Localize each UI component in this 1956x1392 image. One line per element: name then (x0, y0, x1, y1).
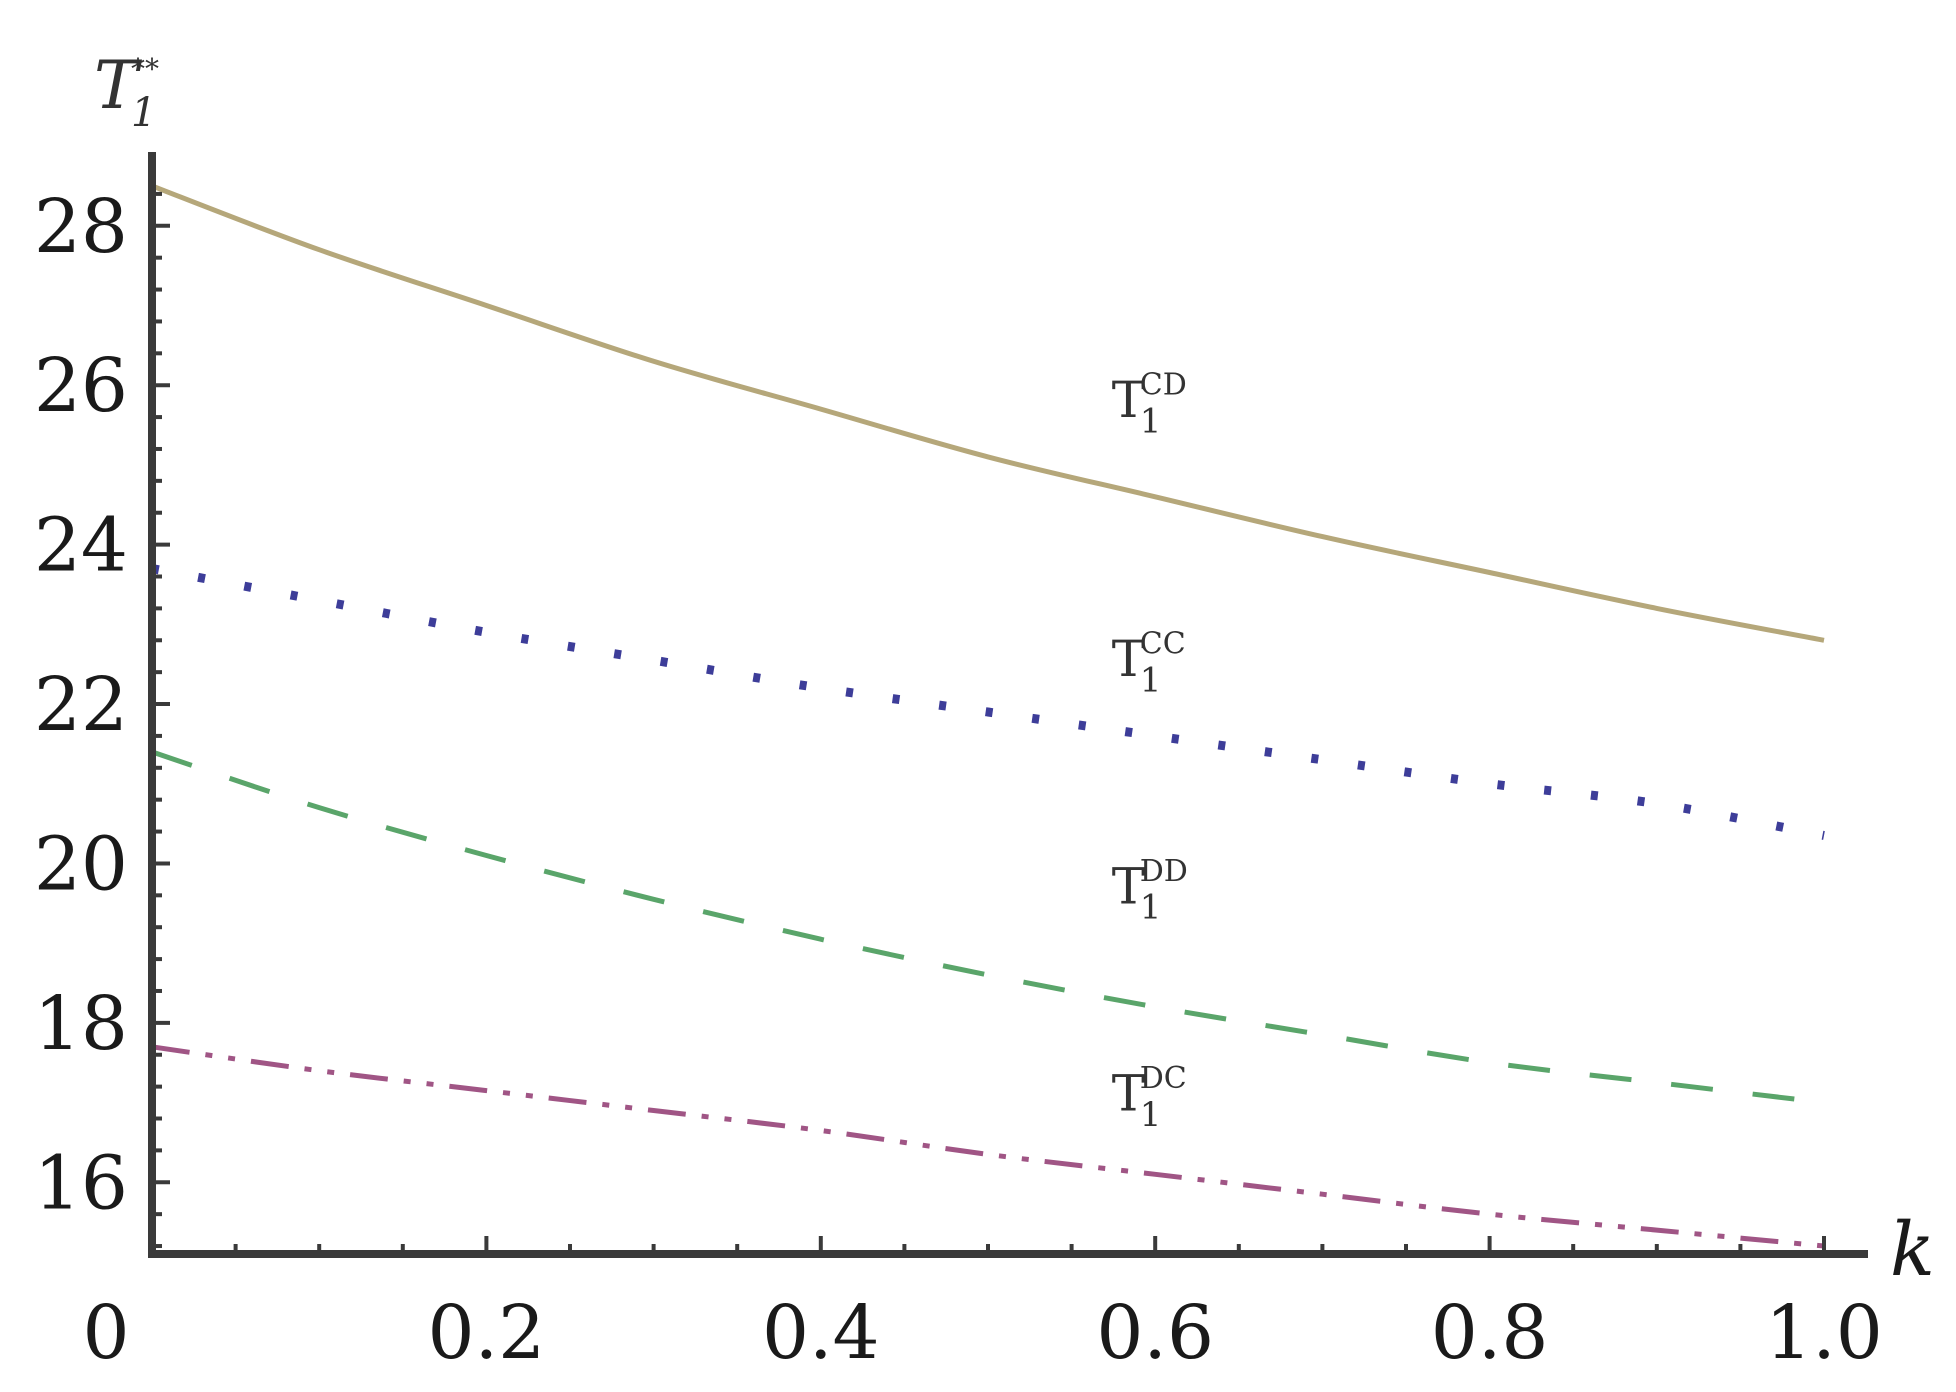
y-tick-label: 28 (34, 184, 128, 270)
curve-label-dd-base: T (1112, 857, 1145, 915)
curve-label-cd-sup: CD (1140, 368, 1187, 403)
x-tick-label: 1.0 (1765, 1290, 1883, 1376)
axes (148, 152, 1868, 1258)
series-line-dd (151, 749, 1825, 1106)
tick-labels: 16 18 20 22 24 26 28 0 0.2 0.4 0.6 0.8 1.0 (34, 184, 1883, 1376)
curve-label-dd-sub: 1 (1140, 888, 1162, 928)
series-line-dc (151, 1044, 1825, 1249)
y-tick-label: 20 (34, 821, 128, 907)
y-axis-title-sub: 1 (131, 90, 156, 136)
curve-label-cd-base: T (1112, 371, 1145, 429)
series-line-cc (151, 564, 1825, 840)
curve-label-dc-sup: DC (1140, 1061, 1187, 1096)
curve-label-dc-base: T (1112, 1065, 1145, 1123)
y-tick-label: 22 (34, 662, 128, 748)
y-axis-title: T1 ** (94, 47, 159, 136)
curve-label-cc-sub: 1 (1140, 660, 1162, 700)
x-tick-label: 0.4 (762, 1290, 880, 1376)
y-axis-title-sup: ** (131, 52, 159, 85)
y-tick-label: 26 (34, 343, 128, 429)
x-tick-label: 0.6 (1096, 1290, 1214, 1376)
series-line-cd (151, 183, 1825, 643)
curve-label-cd-sub: 1 (1140, 401, 1162, 441)
x-tick-label: 0.2 (428, 1290, 546, 1376)
x-tick-label: 0.8 (1431, 1290, 1549, 1376)
y-tick-label: 16 (34, 1140, 128, 1226)
curve-label-dd-sup: DD (1140, 854, 1188, 889)
axis-titles: T1**k (94, 47, 1935, 1293)
tick-marks (150, 191, 1826, 1254)
curve-label-cc-sup: CC (1140, 627, 1186, 662)
plot-area (151, 183, 1825, 1249)
y-tick-label: 18 (34, 981, 128, 1067)
curve-label-dc-sub: 1 (1140, 1095, 1162, 1135)
y-tick-label: 24 (34, 503, 128, 589)
y-axis-title-base: T (94, 47, 143, 124)
x-axis-title: k (1890, 1207, 1935, 1293)
curve-label-cc-base: T (1112, 630, 1145, 688)
x-tick-label: 0 (82, 1290, 129, 1376)
